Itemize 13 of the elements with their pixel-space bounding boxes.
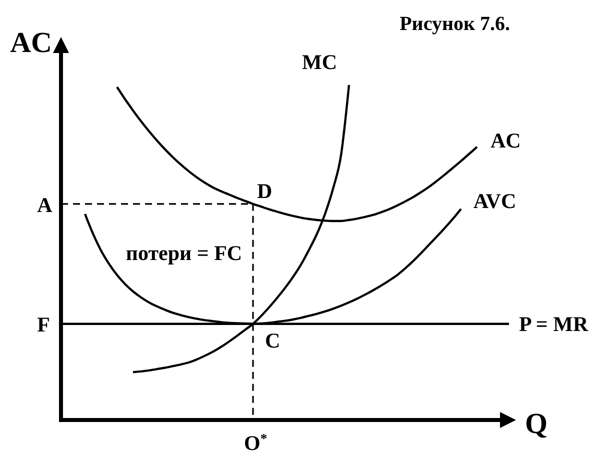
annotation: D xyxy=(257,178,272,203)
annotation: потери = FC xyxy=(126,240,242,265)
annotation: C xyxy=(265,328,280,353)
series-label: MC xyxy=(302,50,337,74)
chart-title: Рисунок 7.6. xyxy=(400,13,510,35)
annotation: O$^{*}$ xyxy=(244,430,268,454)
text: F xyxy=(37,312,50,337)
series-label: AC xyxy=(490,128,521,152)
series-label: AVC xyxy=(473,189,516,214)
ref-line-label: P = MR xyxy=(519,312,589,336)
y-axis-title: AC xyxy=(10,27,52,59)
x-axis-title: Q xyxy=(525,408,548,440)
text: A xyxy=(37,192,54,217)
